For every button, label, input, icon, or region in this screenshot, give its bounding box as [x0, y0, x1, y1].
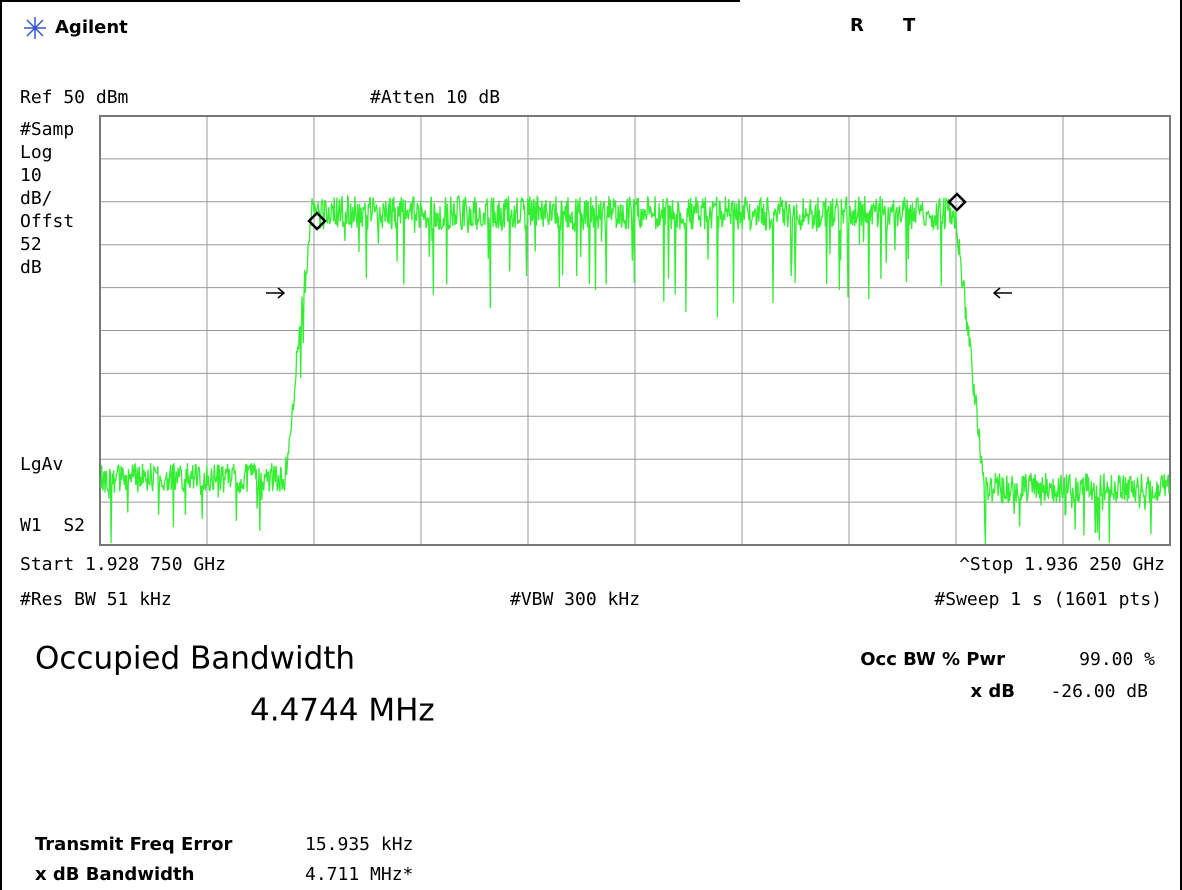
- ref-level: Ref 50 dBm: [20, 87, 128, 108]
- marker: [307, 211, 327, 231]
- left-label: 10: [20, 165, 42, 186]
- arrow: [992, 287, 1012, 299]
- result-value: 4.711 MHz*: [305, 864, 413, 885]
- measurement-title: Occupied Bandwidth: [35, 641, 355, 677]
- marker: [947, 192, 967, 212]
- result-label: Transmit Freq Error: [35, 834, 232, 855]
- left-label: Offst: [20, 211, 74, 232]
- setting-value: 99.00 %: [1079, 649, 1155, 670]
- res-bw: #Res BW 51 kHz: [20, 589, 172, 610]
- trace: [100, 194, 1170, 545]
- window-label: W1 S2: [20, 515, 85, 536]
- left-label: 52: [20, 234, 42, 255]
- setting-label: Occ BW % Pwr: [860, 649, 1005, 670]
- avg-label: LgAv: [20, 454, 63, 475]
- left-label: dB/: [20, 188, 53, 209]
- setting-label: x dB: [971, 681, 1015, 702]
- result-value: 15.935 kHz: [305, 834, 413, 855]
- logo: [24, 17, 46, 39]
- brand: Agilent: [55, 17, 128, 38]
- sweep: #Sweep 1 s (1601 pts): [934, 589, 1162, 610]
- setting-value: -26.00 dB: [1050, 681, 1148, 702]
- stop-freq: ^Stop 1.936 250 GHz: [959, 554, 1165, 575]
- graticule-frame: [99, 115, 1171, 546]
- result-label: x dB Bandwidth: [35, 864, 194, 885]
- vbw: #VBW 300 kHz: [510, 589, 640, 610]
- attenuation: #Atten 10 dB: [370, 87, 500, 108]
- status: R: [850, 15, 864, 36]
- start-freq: Start 1.928 750 GHz: [20, 554, 226, 575]
- measurement-value: 4.4744 MHz: [250, 693, 435, 729]
- left-label: #Samp: [20, 119, 74, 140]
- left-label: Log: [20, 142, 53, 163]
- left-label: dB: [20, 257, 42, 278]
- arrow: [266, 287, 286, 299]
- status: T: [903, 15, 916, 36]
